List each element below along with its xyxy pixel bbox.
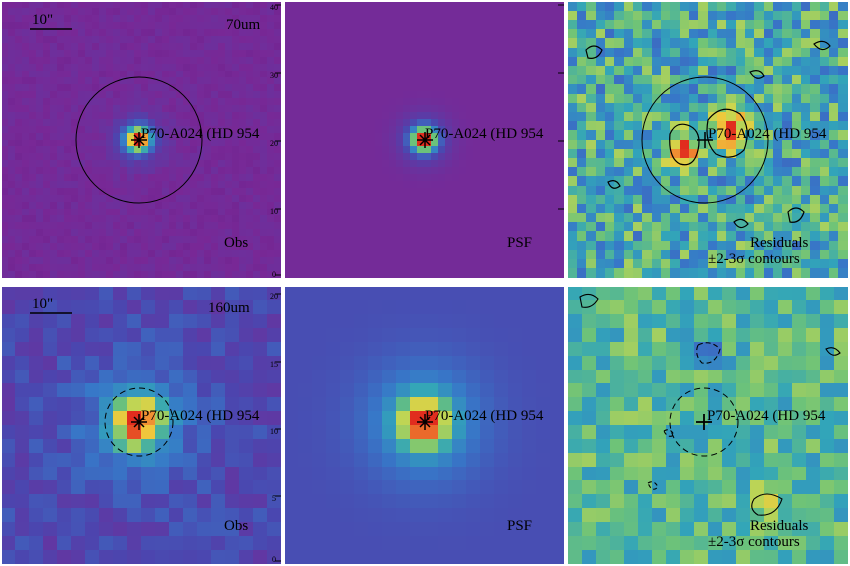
- residual-label-line1: Residuals: [750, 235, 808, 251]
- aperture-circle-dashed: [104, 387, 174, 457]
- source-name: P70-A024 (HD 954: [707, 408, 826, 424]
- residual-160um-image: [568, 287, 848, 564]
- tick-label: 20: [270, 139, 278, 148]
- band-label: 70um: [226, 17, 261, 33]
- psf-label: PSF: [507, 518, 532, 534]
- right-axis-ticks: [275, 4, 281, 276]
- aperture-circle-dashed: [669, 387, 739, 457]
- obs-160um-overlay: 10" 160um P70-A024 (HD 954 Obs 20 15 10 …: [30, 292, 281, 564]
- tick-label: 15: [270, 360, 278, 369]
- contours: [585, 40, 831, 229]
- star-marker-icon: [131, 132, 147, 148]
- obs-70um-overlay: 10" 70um P70-A024 (HD 954 Obs 40 30 20 1…: [30, 3, 281, 278]
- tick-label: 0: [272, 555, 276, 564]
- scale-bar-label: 10": [32, 296, 53, 312]
- obs-70um-panel: 10" 70um P70-A024 (HD 954 Obs 40 30 20 1…: [2, 2, 281, 278]
- residual-70um-overlay: P70-A024 (HD 954 Residuals ±2-3σ contour…: [585, 40, 831, 267]
- source-name: P70-A024 (HD 954: [141, 408, 260, 424]
- residual-label-line1: Residuals: [750, 518, 808, 534]
- obs-label: Obs: [224, 235, 248, 251]
- tick-label: 10: [270, 427, 278, 436]
- tick-label: 0: [272, 270, 276, 278]
- aperture-circle: [641, 76, 769, 204]
- psf-70um-panel: P70-A024 (HD 954 PSF: [285, 2, 564, 278]
- psf-160um-overlay: P70-A024 (HD 954 PSF: [417, 408, 544, 534]
- source-name: P70-A024 (HD 954: [425, 408, 544, 424]
- star-marker-icon: [417, 132, 433, 148]
- tick-label: 5: [272, 494, 276, 503]
- tick-label: 20: [270, 292, 278, 301]
- aperture-circle: [75, 76, 203, 204]
- right-axis-ticks: [275, 293, 281, 562]
- star-marker-icon: [417, 414, 433, 430]
- residual-label-line2: ±2-3σ contours: [708, 534, 800, 550]
- residual-label-line2: ±2-3σ contours: [708, 251, 800, 267]
- cross-marker-icon: [696, 414, 712, 430]
- contours: [579, 293, 841, 516]
- source-name: P70-A024 (HD 954: [141, 126, 260, 142]
- residual-70um-panel: P70-A024 (HD 954 Residuals ±2-3σ contour…: [568, 2, 848, 278]
- source-name: P70-A024 (HD 954: [425, 126, 544, 142]
- residual-160um-overlay: P70-A024 (HD 954 Residuals ±2-3σ contour…: [579, 293, 841, 550]
- star-marker-icon: [697, 132, 713, 148]
- psf-160um-panel: P70-A024 (HD 954 PSF: [285, 287, 564, 564]
- obs-label: Obs: [224, 518, 248, 534]
- obs-160um-panel: 10" 160um P70-A024 (HD 954 Obs 20 15 10 …: [2, 287, 281, 564]
- source-name: P70-A024 (HD 954: [708, 126, 827, 142]
- tick-label: 40: [270, 3, 278, 12]
- scale-bar-label: 10": [32, 12, 53, 28]
- right-axis-ticks: [558, 4, 564, 210]
- tick-label: 10: [270, 207, 278, 216]
- psf-70um-overlay: P70-A024 (HD 954 PSF: [417, 4, 564, 251]
- tick-label: 30: [270, 71, 278, 80]
- residual-160um-panel: P70-A024 (HD 954 Residuals ±2-3σ contour…: [568, 287, 848, 564]
- band-label: 160um: [208, 300, 250, 316]
- star-marker-icon: [131, 414, 147, 430]
- psf-label: PSF: [507, 235, 532, 251]
